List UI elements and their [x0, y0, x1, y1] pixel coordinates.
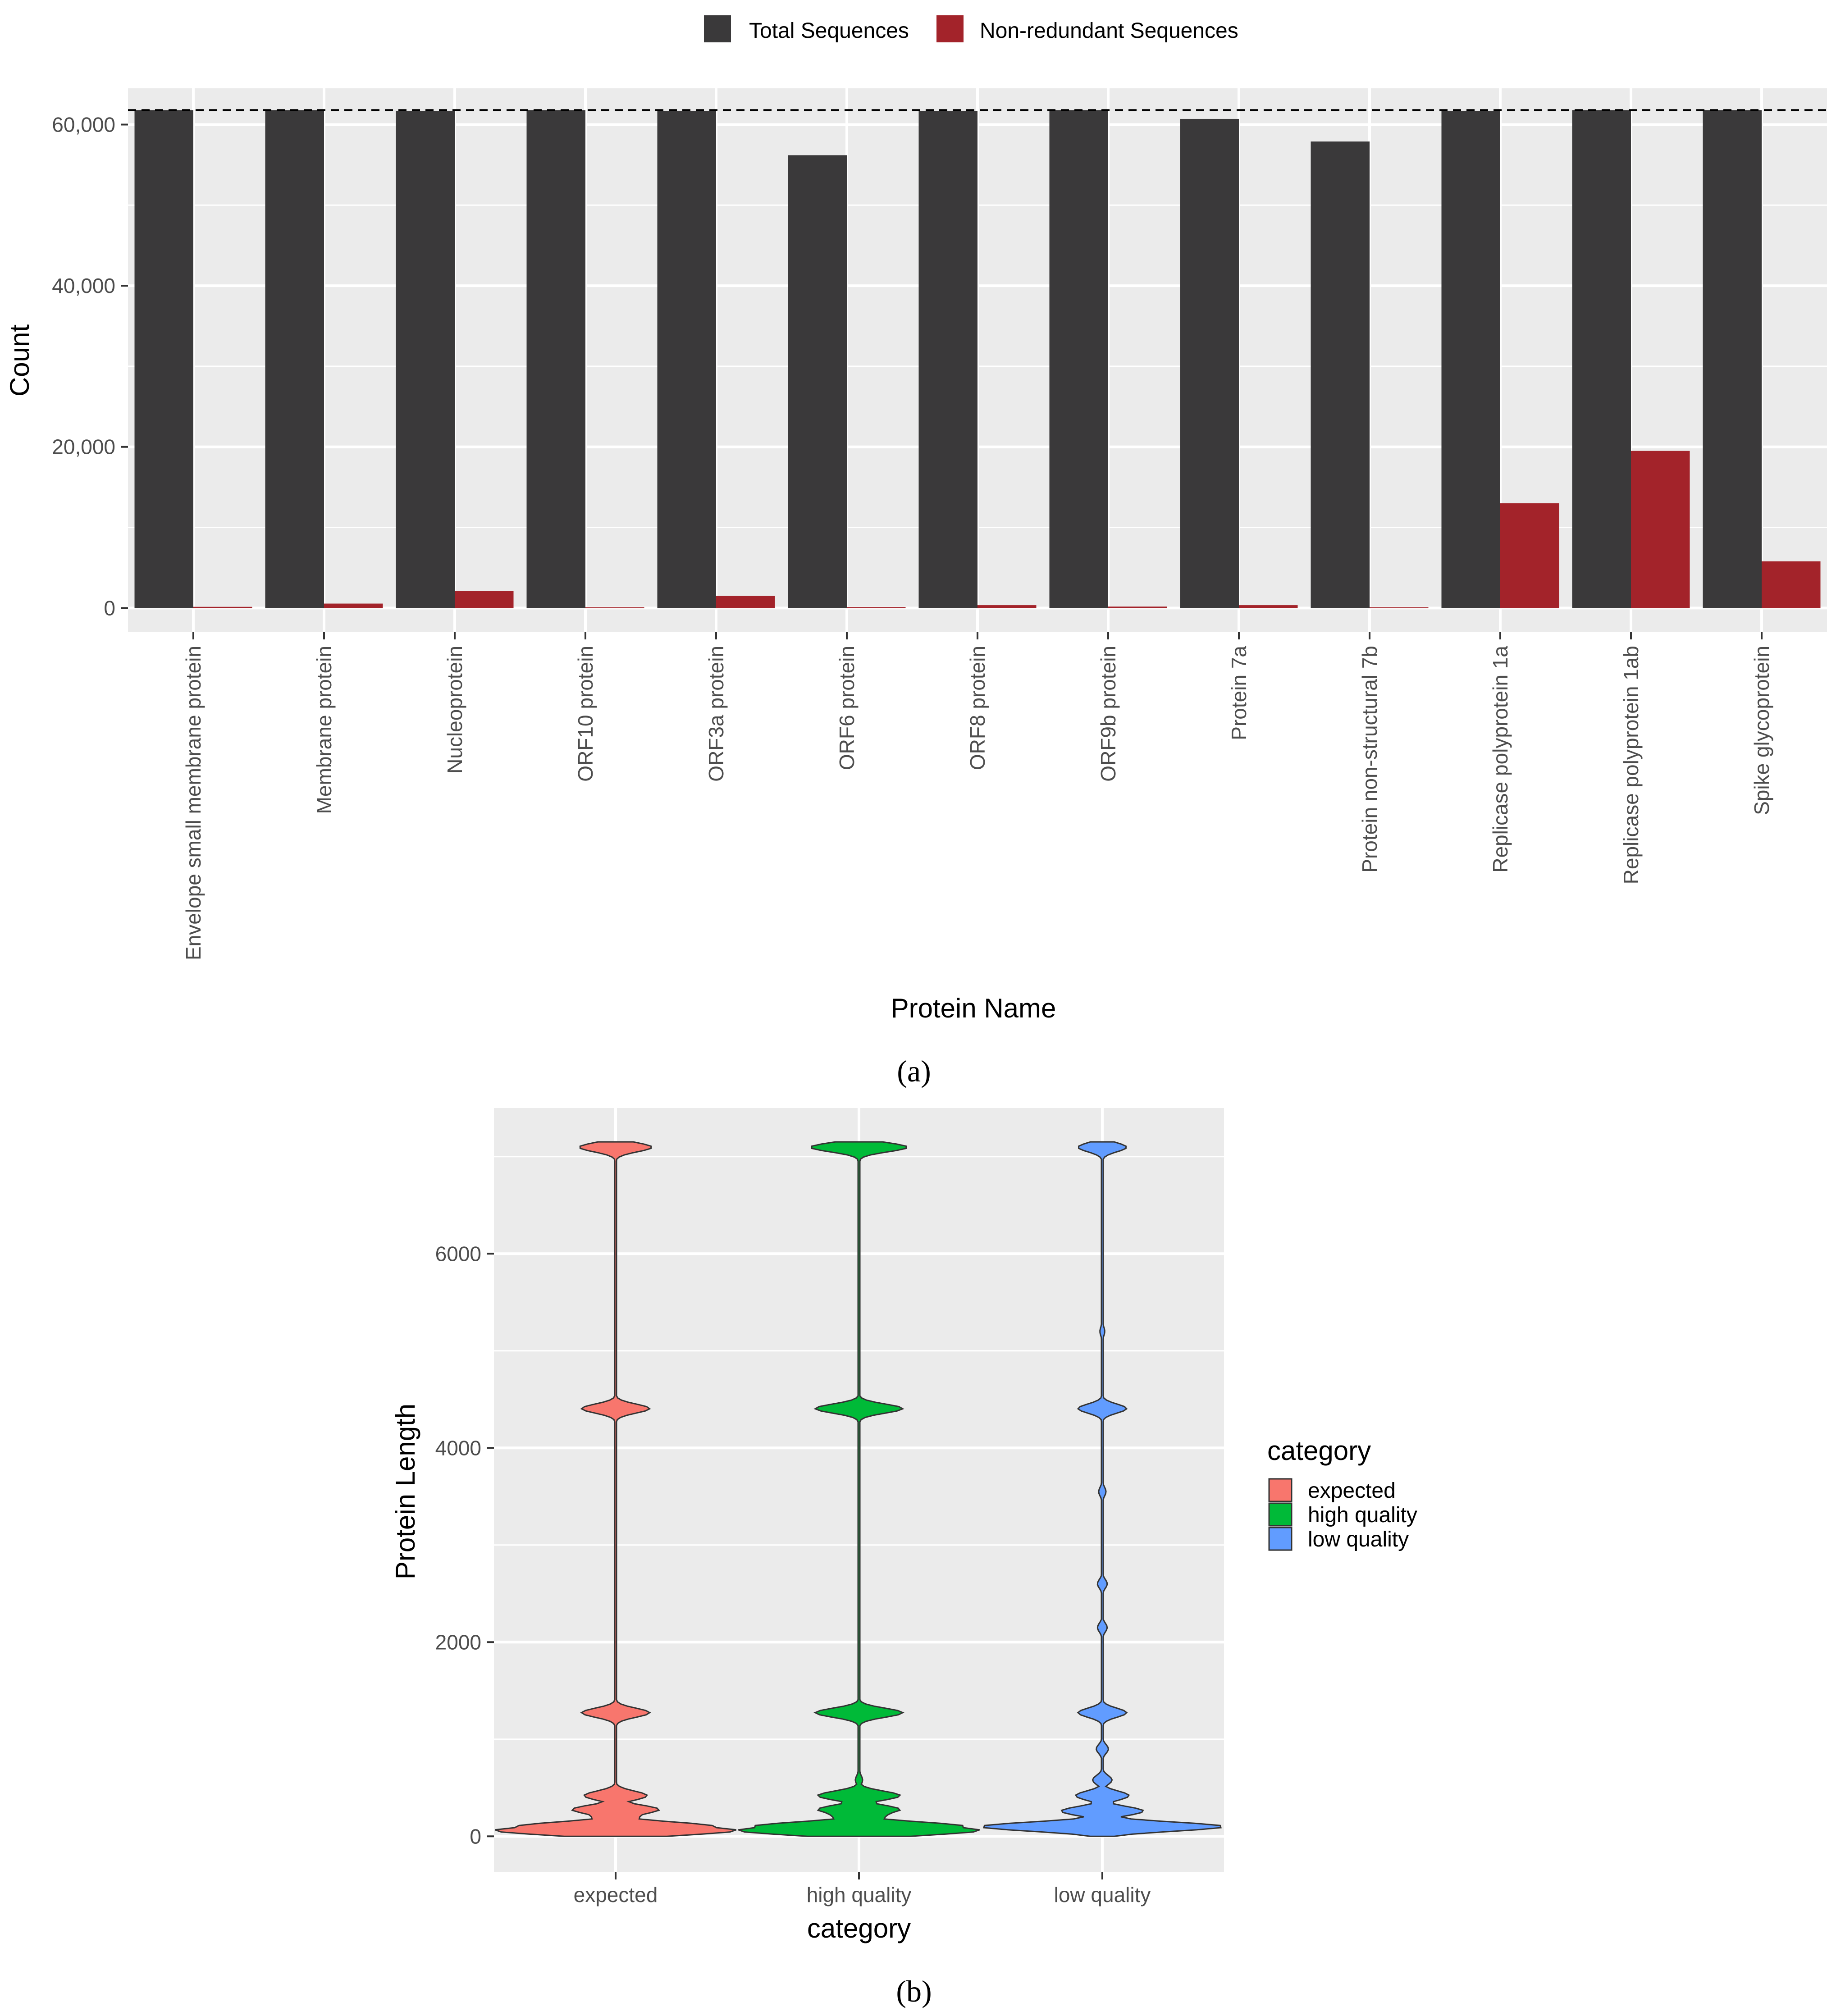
x-tick-label-replicase-polyprotein-1a: Replicase polyprotein 1a [1489, 646, 1512, 873]
legend-label-low-quality: low quality [1308, 1528, 1409, 1551]
caption-a: (a) [897, 1054, 931, 1088]
bar-total-sequences-orf10-protein [526, 110, 585, 608]
violin-expected [494, 1141, 737, 1837]
legend-label-high-quality: high quality [1308, 1503, 1417, 1527]
y-tick-label: 4000 [435, 1436, 481, 1460]
bar-non-redundant-sequences-replicase-polyprotein-1a [1500, 503, 1559, 608]
bar-total-sequences-protein-non-structural-7b [1311, 141, 1370, 608]
bar-non-redundant-sequences-protein-7a [1239, 605, 1298, 608]
violin-x-ticks: expected high quality low quality [574, 1872, 1151, 1907]
legend-key-non-redundant-sequences [936, 15, 964, 42]
violins [494, 1141, 1222, 1837]
bar-total-sequences-orf3a-protein [657, 111, 716, 608]
violin-y-ticks: 0 2000 4000 6000 [435, 1242, 494, 1848]
x-tick-label-orf6-protein: ORF6 protein [835, 646, 859, 770]
bar-chart-panel: 0 20,000 40,000 60,000 Envelope small membr… [5, 15, 1827, 1088]
y-tick-label: 60,000 [52, 113, 115, 136]
violin-x-axis-title: category [807, 1913, 911, 1943]
legend-key-expected [1268, 1478, 1293, 1502]
legend-label-total-sequences: Total Sequences [749, 19, 909, 43]
bar-non-redundant-sequences-replicase-polyprotein-1ab [1631, 451, 1690, 608]
bar-total-sequences-orf9b-protein [1049, 110, 1108, 608]
x-tick-label-replicase-polyprotein-1ab: Replicase polyprotein 1ab [1619, 646, 1643, 884]
legend-key-high-quality [1268, 1502, 1293, 1527]
legend-key-low-quality [1268, 1527, 1293, 1551]
bars [134, 110, 1821, 608]
violin-high-quality [738, 1141, 980, 1837]
bar-non-redundant-sequences-membrane-protein [324, 603, 383, 608]
bar-total-sequences-orf8-protein [918, 111, 977, 608]
bar-total-sequences-envelope-small-membrane-protein [134, 110, 193, 608]
x-tick-label-spike-glycoprotein: Spike glycoprotein [1750, 646, 1773, 815]
bar-non-redundant-sequences-envelope-small-membrane-protein [193, 607, 252, 608]
bar-non-redundant-sequences-orf10-protein [585, 607, 644, 608]
legend-title-category: category [1267, 1436, 1371, 1466]
y-tick-label: 40,000 [52, 274, 115, 297]
bar-non-redundant-sequences-spike-glycoprotein [1762, 561, 1821, 608]
x-tick-label-orf3a-protein: ORF3a protein [704, 646, 728, 782]
bar-x-axis-title: Protein Name [891, 993, 1056, 1023]
y-tick-label: 2000 [435, 1630, 481, 1654]
x-tick-label-nucleoprotein: Nucleoprotein [443, 646, 466, 774]
caption-b: (b) [896, 1974, 932, 2008]
bar-non-redundant-sequences-orf3a-protein [716, 596, 775, 608]
bar-total-sequences-protein-7a [1180, 119, 1239, 608]
violin-legend: category expected high quality low quali… [1267, 1436, 1417, 1551]
x-tick-label-protein-7a: Protein 7a [1227, 646, 1251, 740]
x-tick-label-expected: expected [574, 1883, 658, 1907]
bar-total-sequences-orf6-protein [788, 155, 847, 608]
x-tick-label-membrane-protein: Membrane protein [312, 646, 336, 814]
bar-x-ticks: Envelope small membrane protein Membrane … [182, 632, 1773, 960]
x-tick-label-high-quality: high quality [807, 1883, 912, 1907]
x-tick-label-envelope-small-membrane-protein: Envelope small membrane protein [182, 646, 205, 960]
x-tick-label-low-quality: low quality [1054, 1883, 1151, 1907]
bar-y-axis-title: Count [5, 324, 35, 397]
y-tick-label: 0 [104, 596, 115, 620]
bar-non-redundant-sequences-orf8-protein [977, 605, 1037, 608]
bar-non-redundant-sequences-protein-non-structural-7b [1370, 607, 1429, 608]
x-tick-label-orf10-protein: ORF10 protein [574, 646, 597, 782]
bar-total-sequences-membrane-protein [265, 110, 324, 608]
violin-low-quality [983, 1141, 1222, 1837]
bar-total-sequences-spike-glycoprotein [1703, 110, 1762, 608]
bar-y-ticks: 0 20,000 40,000 60,000 [52, 113, 128, 620]
bar-non-redundant-sequences-nucleoprotein [455, 591, 514, 608]
bar-legend: Total Sequences Non-redundant Sequences [704, 15, 1238, 43]
bar-total-sequences-nucleoprotein [396, 111, 455, 608]
bar-non-redundant-sequences-orf6-protein [847, 607, 906, 608]
violin-y-axis-title: Protein Length [390, 1404, 420, 1579]
y-tick-label: 20,000 [52, 435, 115, 459]
y-tick-label: 6000 [435, 1242, 481, 1265]
x-tick-label-protein-non-structural-7b: Protein non-structural 7b [1358, 646, 1381, 873]
bar-total-sequences-replicase-polyprotein-1a [1441, 111, 1500, 608]
legend-label-expected: expected [1308, 1479, 1396, 1503]
y-tick-label: 0 [470, 1824, 481, 1848]
legend-key-total-sequences [704, 15, 731, 42]
bar-total-sequences-replicase-polyprotein-1ab [1572, 110, 1631, 608]
x-tick-label-orf9b-protein: ORF9b protein [1096, 646, 1120, 782]
bar-non-redundant-sequences-orf9b-protein [1108, 607, 1167, 608]
x-tick-label-orf8-protein: ORF8 protein [966, 646, 989, 770]
legend-label-non-redundant-sequences: Non-redundant Sequences [980, 19, 1238, 43]
